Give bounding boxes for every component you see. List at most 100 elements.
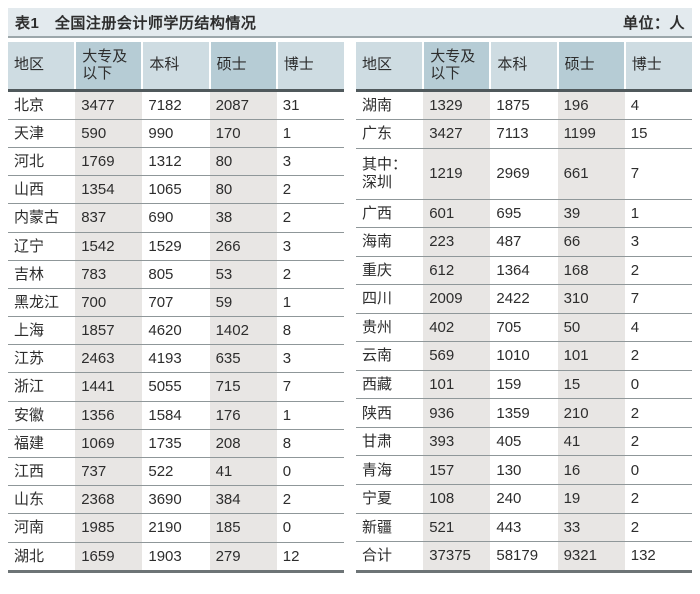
value-cell: 2 (624, 513, 692, 543)
region-cell: 甘肃 (356, 427, 424, 457)
column-header: 地区 (356, 42, 424, 92)
value-cell: 240 (490, 484, 558, 514)
region-cell: 西藏 (356, 370, 424, 400)
region-cell: 新疆 (356, 513, 424, 543)
value-cell: 1312 (142, 147, 210, 177)
table-row: 江苏 2463 4193 635 3 (8, 344, 344, 374)
region-cell: 陕西 (356, 398, 424, 428)
value-cell: 7 (624, 148, 692, 200)
value-cell: 9321 (557, 541, 625, 573)
table-row: 吉林 783 805 53 2 (8, 260, 344, 289)
value-cell: 1 (276, 119, 344, 149)
value-cell: 80 (209, 147, 277, 177)
value-cell: 1329 (423, 90, 491, 121)
value-cell: 1769 (75, 147, 143, 177)
value-cell: 1542 (75, 232, 143, 261)
column-header: 大专及以下 (422, 42, 491, 92)
value-cell: 33 (557, 513, 625, 543)
table-row: 西藏 101 159 15 0 (356, 370, 692, 400)
region-cell: 广西 (356, 199, 424, 229)
value-cell: 310 (557, 284, 625, 314)
table-row: 内蒙古 837 690 38 2 (8, 203, 344, 233)
value-cell: 4 (624, 313, 692, 343)
table-row: 四川 2009 2422 310 7 (356, 284, 692, 314)
value-cell: 1735 (142, 429, 210, 459)
region-cell: 湖南 (356, 90, 424, 121)
value-cell: 130 (490, 455, 558, 486)
value-cell: 522 (142, 457, 210, 487)
column-header: 地区 (8, 42, 76, 92)
region-cell: 浙江 (8, 372, 76, 402)
value-cell: 80 (209, 175, 277, 205)
value-cell: 2422 (490, 284, 558, 314)
value-cell: 715 (209, 372, 277, 402)
region-cell: 福建 (8, 429, 76, 459)
value-cell: 168 (557, 256, 625, 286)
value-cell: 2 (276, 175, 344, 205)
value-cell: 59 (209, 288, 277, 318)
region-cell: 云南 (356, 341, 424, 371)
region-cell: 合计 (356, 541, 424, 573)
region-cell: 海南 (356, 227, 424, 257)
value-cell: 1875 (490, 90, 558, 121)
table-row: 湖南 1329 1875 196 4 (356, 90, 692, 121)
value-cell: 3 (624, 227, 692, 257)
total-row: 合计 37375 58179 9321 132 (356, 541, 692, 573)
header-row: 地区 大专及以下 本科 硕士 博士 (356, 42, 692, 92)
region-cell: 安徽 (8, 401, 76, 430)
value-cell: 393 (423, 427, 491, 457)
value-cell: 2087 (209, 90, 277, 120)
value-cell: 837 (75, 203, 143, 233)
value-cell: 4620 (142, 316, 210, 346)
column-header: 大专及以下 (74, 42, 143, 92)
table-row: 浙江 1441 5055 715 7 (8, 372, 344, 402)
table-row: 广东 3427 7113 1199 15 (356, 119, 692, 149)
value-cell: 7 (276, 372, 344, 402)
value-cell: 19 (557, 484, 625, 514)
value-cell: 1219 (423, 148, 491, 200)
value-cell: 1069 (75, 429, 143, 459)
value-cell: 487 (490, 227, 558, 257)
table-row: 辽宁 1542 1529 266 3 (8, 232, 344, 261)
value-cell: 15 (557, 370, 625, 400)
region-cell: 天津 (8, 119, 76, 149)
region-cell: 湖北 (8, 542, 76, 574)
table-row: 天津 590 990 170 1 (8, 119, 344, 149)
value-cell: 7182 (142, 90, 210, 120)
value-cell: 1985 (75, 513, 143, 543)
value-cell: 2 (276, 485, 344, 515)
value-cell: 1199 (557, 119, 625, 149)
value-cell: 41 (209, 457, 277, 487)
table-row: 陕西 936 1359 210 2 (356, 398, 692, 428)
table-row: 其中： 深圳 1219 2969 661 7 (356, 148, 692, 200)
column-header: 硕士 (208, 42, 277, 92)
region-cell: 青海 (356, 455, 424, 486)
value-cell: 208 (209, 429, 277, 459)
table-row: 宁夏 108 240 19 2 (356, 484, 692, 514)
value-cell: 700 (75, 288, 143, 318)
education-table-right: 地区 大专及以下 本科 硕士 博士 湖南 1329 1875 196 4 广东 3427 7113 119… (356, 42, 692, 573)
region-cell: 其中： 深圳 (356, 148, 424, 200)
value-cell: 38 (209, 203, 277, 233)
column-header: 硕士 (556, 42, 625, 92)
value-cell: 1359 (490, 398, 558, 428)
value-cell: 2463 (75, 344, 143, 374)
table-row: 安徽 1356 1584 176 1 (8, 401, 344, 430)
region-cell: 辽宁 (8, 232, 76, 261)
region-cell: 四川 (356, 284, 424, 314)
region-cell: 山东 (8, 485, 76, 515)
table-row: 福建 1069 1735 208 8 (8, 429, 344, 459)
region-cell: 吉林 (8, 260, 76, 289)
value-cell: 157 (423, 455, 491, 486)
value-cell: 936 (423, 398, 491, 428)
value-cell: 223 (423, 227, 491, 257)
region-cell: 贵州 (356, 313, 424, 343)
value-cell: 0 (276, 513, 344, 543)
value-cell: 12 (276, 542, 344, 574)
value-cell: 2 (276, 260, 344, 289)
table-row: 青海 157 130 16 0 (356, 455, 692, 486)
value-cell: 1659 (75, 542, 143, 574)
value-cell: 1529 (142, 232, 210, 261)
value-cell: 0 (624, 455, 692, 486)
value-cell: 2 (276, 203, 344, 233)
